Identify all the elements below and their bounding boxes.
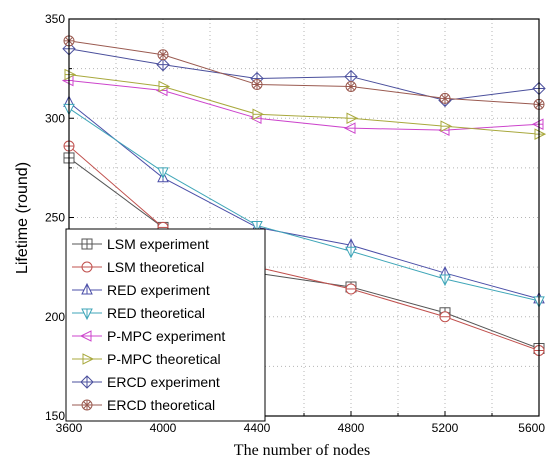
data-point [343,122,356,134]
y-axis-title: Lifetime (round) [14,162,31,274]
x-tick-label: 3600 [56,421,83,435]
series-4 [61,74,544,136]
data-point [531,118,544,131]
legend-label: RED theoretical [107,305,205,321]
data-point [345,283,357,295]
data-point [439,311,451,323]
marker-stroke [159,50,167,59]
y-tick-label: 200 [45,310,65,324]
legend-item: ERCD theoretical [72,397,215,413]
x-tick-label: 4400 [244,421,271,435]
data-point [440,120,453,132]
legend-label: LSM theoretical [107,259,204,275]
series-line [68,74,540,135]
legend-label: P-MPC theoretical [107,351,221,367]
data-point [439,274,451,287]
data-point [345,246,357,259]
legend-item: LSM theoretical [72,259,204,275]
legend-item: P-MPC experiment [72,328,225,344]
marker-stroke [83,401,91,409]
legend-item: P-MPC theoretical [72,351,221,367]
data-point [534,128,547,140]
data-point [64,68,77,81]
series-line [68,40,540,105]
series-line [68,157,540,349]
series-line [68,48,540,101]
y-tick-label: 150 [45,409,65,423]
data-point [157,49,169,61]
legend-label: LSM experiment [107,236,209,252]
legend: LSM experiment LSM theoretical RED experim… [65,228,266,422]
legend-item: ERCD experiment [72,374,220,390]
x-tick-label: 4000 [150,421,177,435]
series-line [68,145,540,351]
data-point [156,57,170,72]
series-5 [64,68,547,140]
series-line [68,80,540,131]
series-line [68,107,540,302]
legend-item: LSM experiment [72,236,209,252]
marker-stroke [441,94,449,103]
legend-item: RED theoretical [72,305,205,321]
legend-label: ERCD experiment [107,374,220,390]
x-tick-label: 5200 [432,421,459,435]
data-point [344,69,358,84]
legend-label: ERCD theoretical [107,397,215,413]
y-tick-label: 300 [45,111,65,125]
series-1 [63,140,545,356]
x-axis-title: The number of nodes [234,442,370,457]
series-7 [63,35,545,110]
x-tick-label: 5600 [518,421,545,435]
data-point [345,80,357,92]
data-point [252,108,265,121]
legend-box [65,228,266,422]
y-tick-label: 250 [45,211,65,225]
marker-stroke [253,80,261,89]
legend-label: RED experiment [107,282,210,298]
data-point [157,167,169,179]
data-point [158,80,171,93]
series-6 [62,42,546,108]
legend-item: RED experiment [72,282,210,298]
x-tick-label: 4800 [338,421,365,435]
legend-label: P-MPC experiment [107,328,225,344]
data-point [439,92,451,104]
y-tick-label: 350 [45,12,65,26]
data-point [251,79,263,91]
series-line [68,101,540,300]
data-point [346,112,359,125]
marker-stroke [347,82,355,91]
